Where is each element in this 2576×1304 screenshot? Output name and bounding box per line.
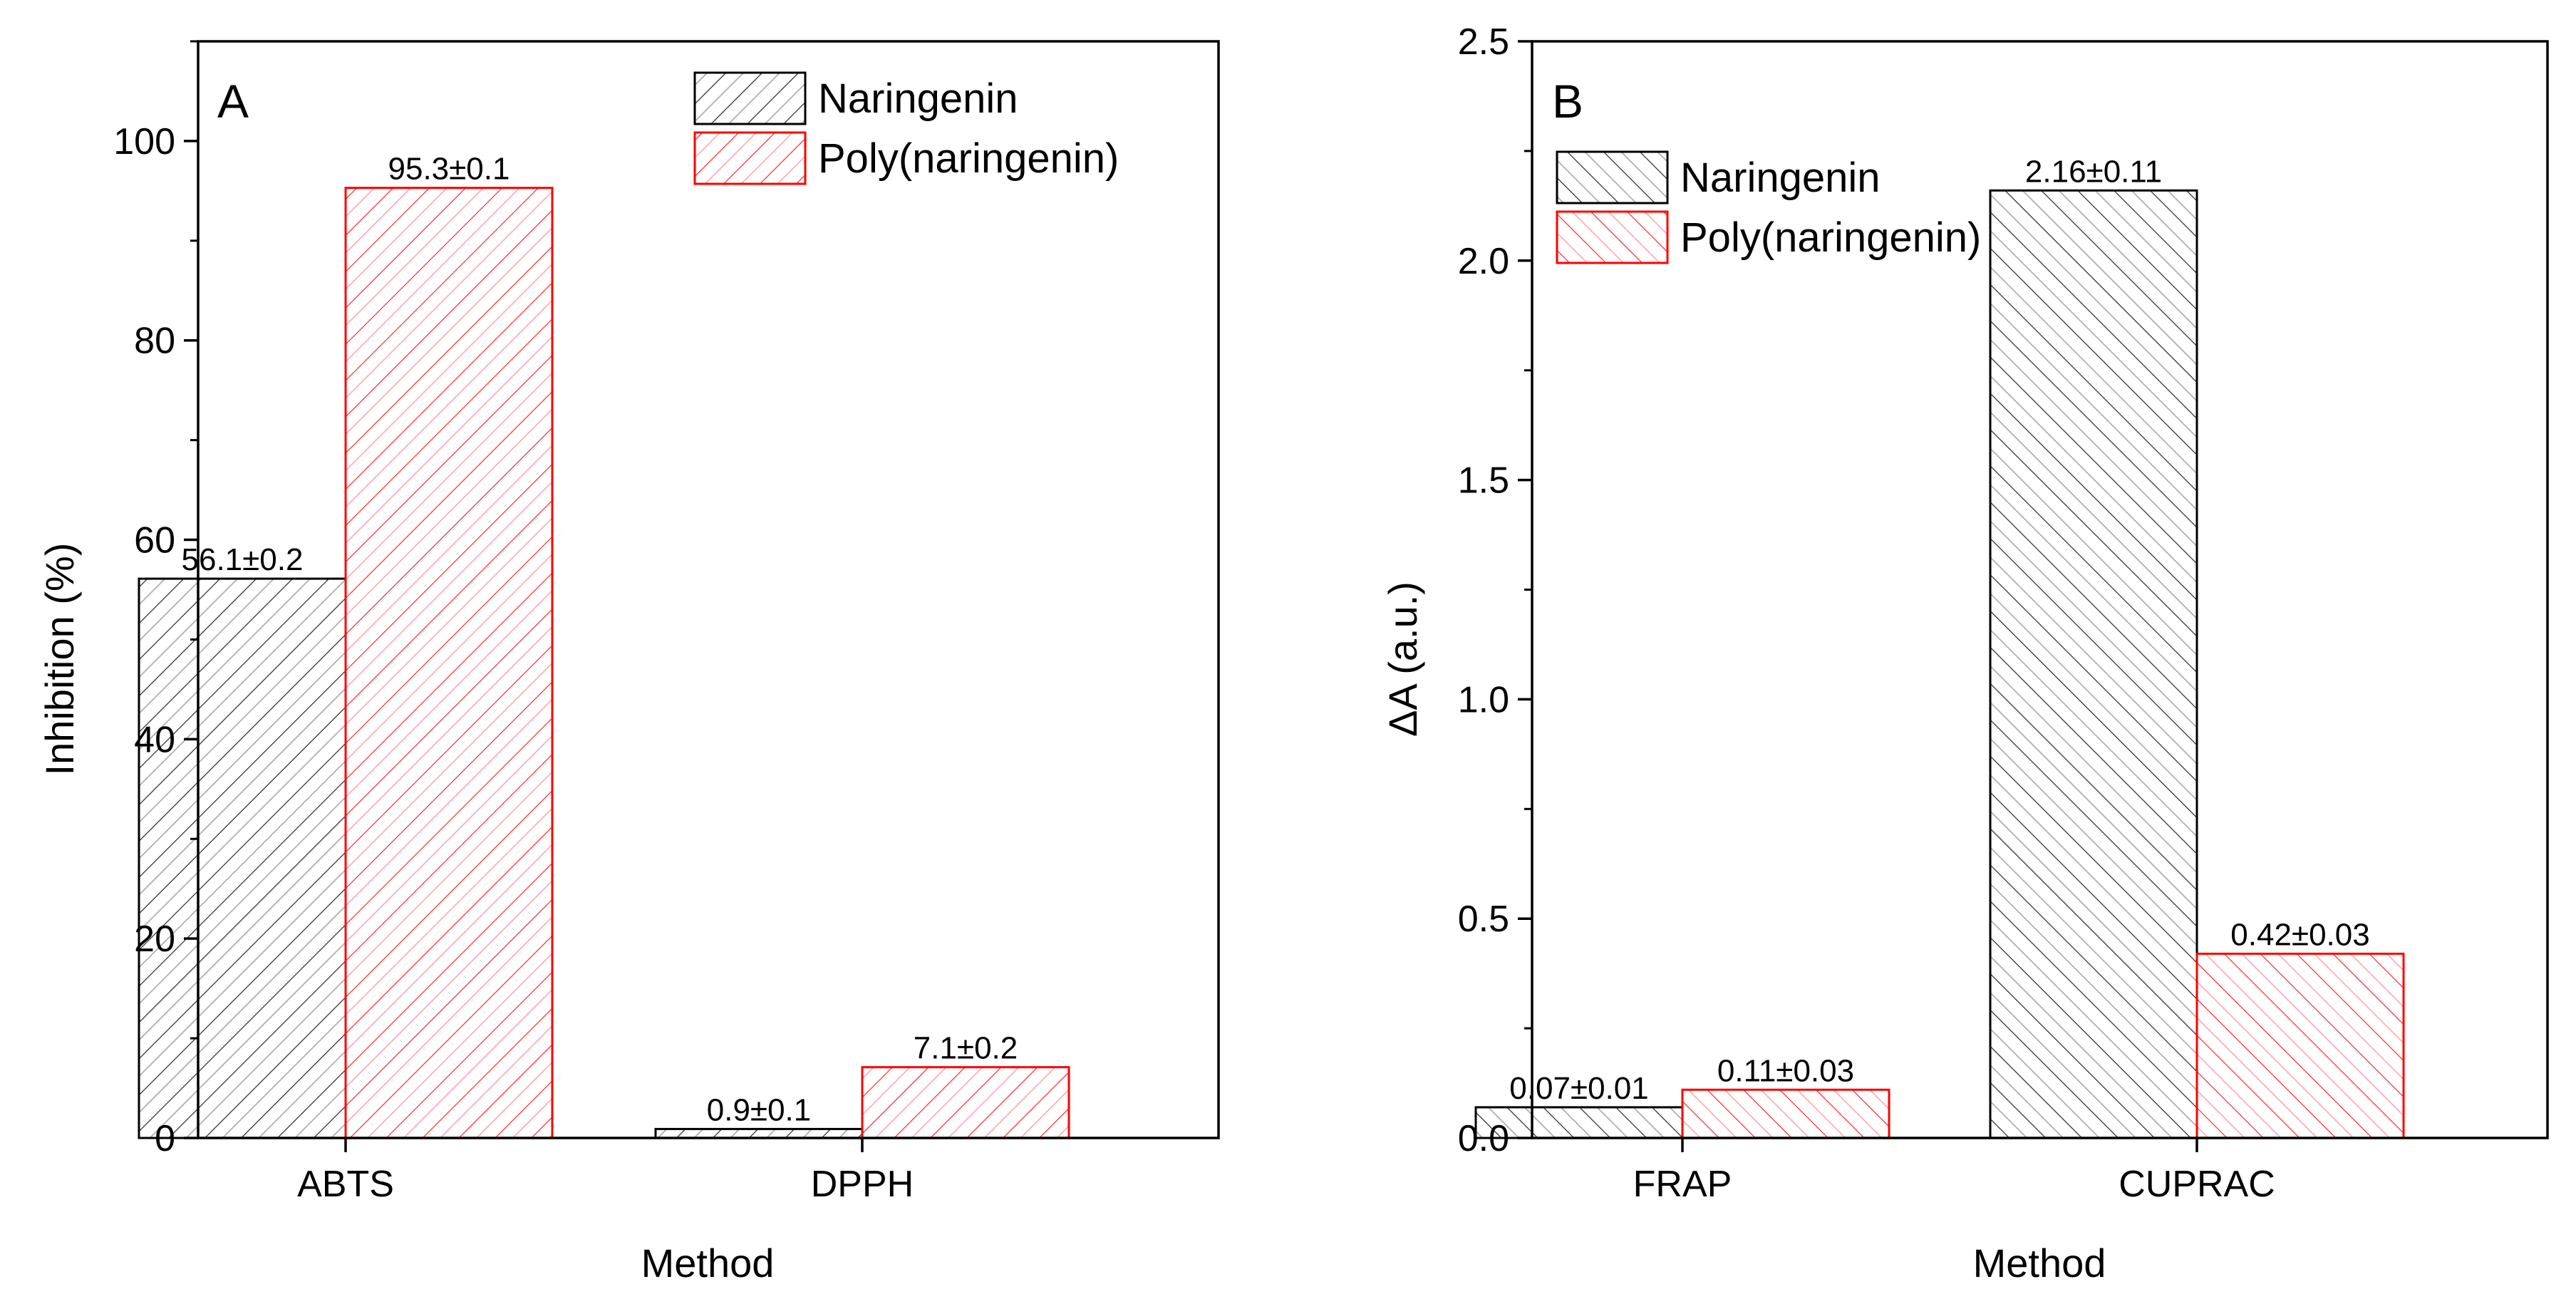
panel-b-data-label-frap-naringenin: 0.07±0.01: [1509, 1071, 1648, 1106]
panel-a-data-label-abts-naringenin: 56.1±0.2: [182, 542, 304, 577]
panel-b-legend-swatch-naringenin: [1556, 150, 1669, 205]
panel-a-data-label-abts-poly-naringenin: 95.3±0.1: [388, 152, 510, 187]
panel-a-legend: Naringenin Poly(naringenin): [693, 71, 1119, 185]
panel-b-y-tick-label: 0.0: [1458, 1118, 1509, 1159]
panel-a-y-tick-label: 80: [134, 321, 175, 362]
panel-a-y-tick-label: 100: [113, 121, 175, 162]
panel-b-y-tick-label: 1.5: [1458, 460, 1509, 502]
panel-a-legend-label-naringenin: Naringenin: [818, 76, 1018, 122]
panel-a-y-tick-label: 0: [155, 1118, 175, 1159]
panel-b-y-tick-label: 1.0: [1458, 679, 1509, 720]
panel-b-y-axis-title: ΔA (a.u.): [1380, 581, 1425, 737]
panel-a-legend-label-poly-naringenin: Poly(naringenin): [818, 135, 1119, 182]
panel-a-data-label-dpph-naringenin: 0.9±0.1: [707, 1092, 811, 1127]
panel-b-legend-label-naringenin: Naringenin: [1680, 155, 1881, 201]
panel-a-bar-dpph-naringenin: [654, 1127, 864, 1139]
panel-a-y-tick-label: 20: [134, 919, 175, 960]
panel-a-y-tick-label: 60: [134, 520, 175, 562]
panel-a-bar-abts-naringenin: [138, 577, 347, 1139]
panel-b-bar-frap-naringenin: [1474, 1106, 1684, 1139]
panel-b-y-tick-label: 2.5: [1458, 21, 1509, 63]
panel-a-x-tick-label-abts: ABTS: [297, 1164, 394, 1205]
panel-b-bar-cuprac-poly-naringenin: [2195, 952, 2405, 1139]
panel-a-axes-frame: [197, 40, 1220, 1139]
panel-b-legend-label-poly-naringenin: Poly(naringenin): [1680, 214, 1981, 261]
panel-a-letter: A: [217, 75, 249, 128]
panel-a-x-axis-title: Method: [641, 1241, 775, 1285]
panel-b-data-label-cuprac-poly-naringenin: 0.42±0.03: [2230, 917, 2369, 952]
panel-a-y-tick-label: 40: [134, 719, 175, 760]
panel-b-chart: B ΔA (a.u.) Method 0.07±0.01 2.16±0.11 0.1…: [1380, 21, 2549, 1285]
panel-b-legend-swatch-poly-naringenin: [1556, 210, 1669, 264]
panel-b-legend: Naringenin Poly(naringenin): [1556, 150, 1981, 264]
panel-b-bar-frap-poly-naringenin: [1681, 1088, 1890, 1139]
panel-a-y-axis-title: Inhibition (%): [37, 543, 82, 776]
panel-b-x-tick-label-cuprac: CUPRAC: [2119, 1164, 2275, 1205]
panel-b-y-tick-label: 0.5: [1458, 899, 1509, 940]
panel-a-legend-swatch-poly-naringenin: [693, 131, 807, 185]
panel-a-data-label-dpph-poly-naringenin: 7.1±0.2: [914, 1031, 1018, 1066]
panel-a-legend-swatch-naringenin: [693, 71, 807, 125]
panel-b-data-label-cuprac-naringenin: 2.16±0.11: [2025, 154, 2162, 189]
panel-b-y-tick-label: 2.0: [1458, 241, 1509, 282]
panel-a-x-tick-label-dpph: DPPH: [811, 1164, 914, 1205]
panel-b-bar-cuprac-naringenin: [1989, 189, 2198, 1139]
panel-b-data-label-frap-poly-naringenin: 0.11±0.03: [1717, 1053, 1854, 1088]
panel-a-bar-dpph-poly-naringenin: [861, 1066, 1070, 1139]
panel-a-bar-abts-poly-naringenin: [344, 187, 554, 1139]
panel-b-letter: B: [1552, 75, 1583, 128]
panel-b-x-axis-title: Method: [1973, 1241, 2106, 1285]
panel-a-chart: A Inhibition (%) Method 56.1±0.2 0.9±0.1 9…: [37, 40, 1220, 1285]
panel-b-x-tick-label-frap: FRAP: [1633, 1164, 1732, 1205]
